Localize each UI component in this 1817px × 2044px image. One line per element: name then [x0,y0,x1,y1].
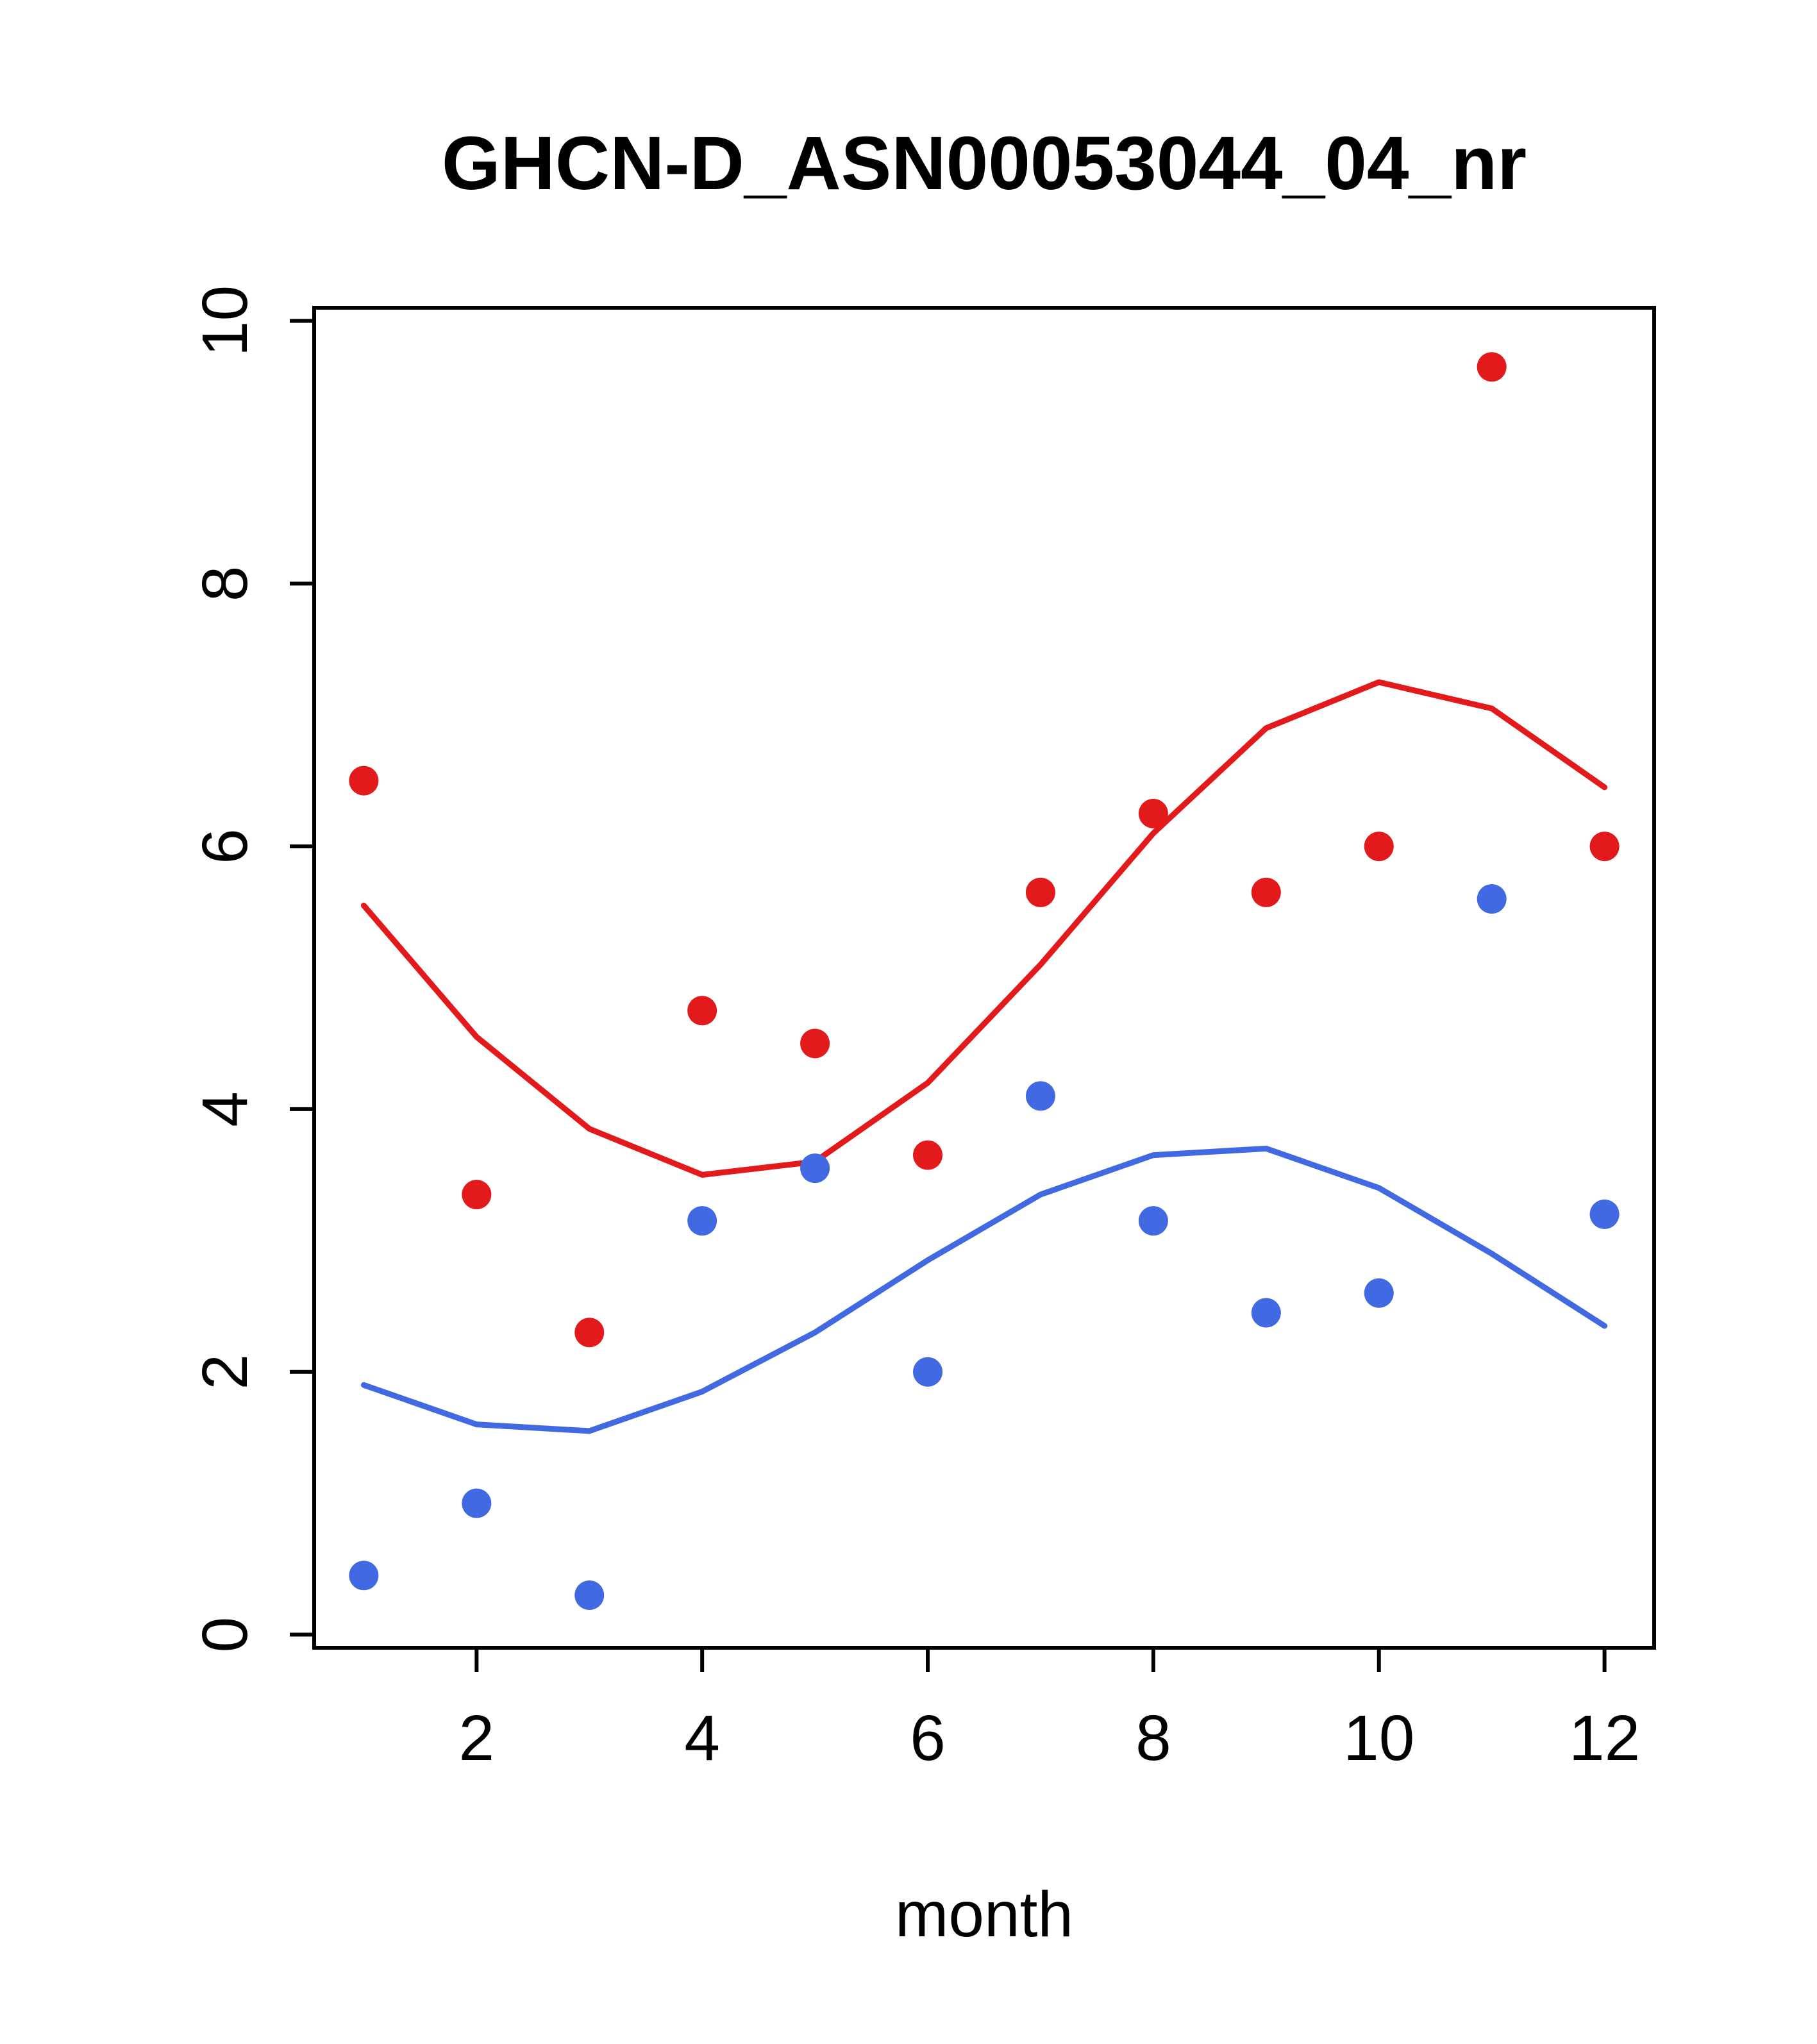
red-points-marker [687,996,717,1026]
red-points-marker [1025,877,1055,907]
blue-smooth-line [360,1145,1608,1434]
red-points-marker [349,766,379,796]
blue-points-marker [1025,1081,1055,1111]
x-tick-label: 10 [1343,1702,1414,1774]
blue-points-marker [574,1580,605,1611]
x-tick-label: 12 [1569,1702,1640,1774]
red-points-marker [1589,832,1620,862]
x-tick-label: 6 [910,1702,946,1774]
axes-layer: 2 4 6 8 10 12 0 2 4 6 8 10 [189,285,1640,1774]
red-points-marker [800,1028,830,1059]
y-tick-label: 8 [189,565,261,601]
blue-points-marker [913,1357,943,1387]
y-tick-label: 2 [189,1354,261,1390]
x-axis-label: month [895,1879,1073,1950]
chart-title: GHCN-D_ASN00053044_04_nr [442,121,1527,206]
red-points-marker [574,1318,605,1348]
series-layer [349,352,1620,1611]
red-points-marker [1251,877,1281,907]
y-tick-label: 6 [189,828,261,864]
blue-points-marker [1251,1298,1281,1328]
x-tick-label: 4 [684,1702,720,1774]
blue-points-marker [1477,884,1507,914]
red-points-marker [1138,798,1168,828]
blue-points-marker [1138,1206,1168,1236]
red-points-marker [462,1180,492,1210]
blue-points-marker [462,1488,492,1518]
y-tick-label: 10 [189,285,261,356]
red-smooth-line [360,679,1608,1178]
blue-points-marker [349,1561,379,1591]
blue-points-marker [800,1153,830,1184]
plot-border [312,306,1656,1650]
blue-points-marker [1589,1199,1620,1229]
x-tick-label: 8 [1135,1702,1171,1774]
red-points-marker [1477,352,1507,382]
y-tick-label: 4 [189,1091,261,1127]
blue-points-marker [1364,1278,1394,1308]
y-tick-label: 0 [189,1617,261,1653]
red-points-marker [913,1140,943,1170]
x-tick-label: 2 [459,1702,495,1774]
red-points-marker [1364,832,1394,862]
blue-points-marker [687,1206,717,1236]
